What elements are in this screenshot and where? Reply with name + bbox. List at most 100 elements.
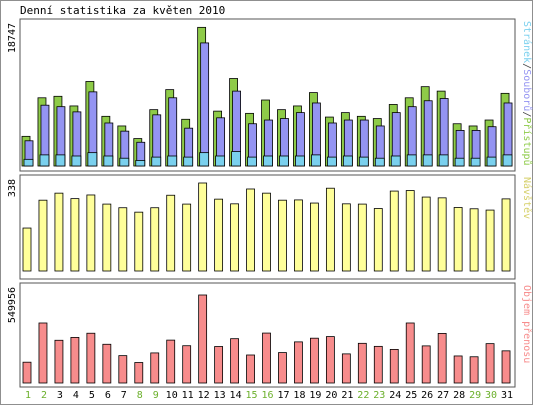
bar-prenos-day-17 [278, 352, 287, 384]
bar-prenos-day-19 [310, 337, 319, 384]
bar-prenos-day-5 [86, 332, 96, 384]
bar-prenos-day-8 [134, 362, 144, 384]
x-tick-day-21: 21 [341, 390, 353, 401]
x-tick-day-1: 1 [25, 390, 31, 401]
bar-stranek-day-10 [167, 155, 178, 167]
x-tick-day-30: 30 [485, 390, 497, 401]
bar-navstev-day-2 [38, 199, 48, 272]
bar-navstev-day-16 [262, 192, 271, 272]
x-tick-day-14: 14 [230, 390, 242, 401]
bar-navstev-day-22 [357, 203, 367, 272]
x-tick-day-12: 12 [198, 390, 210, 401]
panel-3-legend: Objem přenosu [521, 285, 533, 363]
bar-stranek-day-5 [87, 152, 98, 167]
bar-navstev-day-18 [294, 199, 303, 272]
bar-prenos-day-1 [22, 361, 32, 384]
bar-stranek-day-14 [231, 151, 241, 167]
bar-stranek-day-11 [183, 156, 194, 167]
bar-navstev-day-31 [501, 198, 511, 272]
panel-1-legend: Stránek/Souborů/Přístupů [521, 21, 533, 166]
bar-prenos-day-18 [294, 341, 303, 384]
bar-prenos-day-26 [421, 345, 431, 384]
bar-navstev-day-4 [70, 198, 80, 272]
bar-stranek-day-15 [247, 156, 257, 167]
bar-prenos-day-22 [357, 342, 367, 384]
bar-prenos-day-9 [150, 352, 160, 384]
bar-stranek-day-30 [486, 156, 497, 167]
bar-navstev-day-13 [214, 198, 224, 272]
bar-prenos-day-20 [325, 336, 335, 384]
bar-navstev-day-12 [198, 182, 208, 272]
bar-prenos-day-29 [469, 356, 479, 384]
bar-stranek-day-3 [55, 154, 66, 167]
bar-stranek-day-22 [358, 156, 369, 167]
bar-navstev-day-28 [453, 207, 463, 272]
bar-prenos-day-14 [230, 338, 239, 384]
bar-stranek-day-27 [438, 154, 449, 167]
bar-navstev-day-15 [246, 188, 255, 272]
bar-navstev-day-6 [102, 203, 112, 272]
bar-prenos-day-12 [198, 294, 208, 384]
x-tick-day-19: 19 [309, 390, 321, 401]
bar-stranek-day-17 [279, 155, 289, 167]
bar-stranek-day-7 [119, 157, 130, 167]
bar-prenos-day-11 [182, 345, 192, 384]
x-tick-day-23: 23 [373, 390, 385, 401]
bar-navstev-day-21 [341, 203, 351, 272]
bar-stranek-day-19 [311, 154, 321, 167]
bar-prenos-day-13 [214, 346, 224, 384]
bar-stranek-day-26 [422, 154, 433, 167]
bar-navstev-day-20 [325, 187, 335, 272]
x-tick-day-26: 26 [421, 390, 433, 401]
bar-prenos-day-21 [341, 353, 351, 384]
bar-stranek-day-1 [23, 158, 34, 167]
x-tick-day-29: 29 [469, 390, 481, 401]
bar-navstev-day-19 [310, 202, 319, 272]
x-tick-day-24: 24 [389, 390, 401, 401]
bar-stranek-day-6 [103, 155, 114, 167]
bar-prenos-day-23 [373, 345, 383, 384]
panel-2-legend: Návštěv [521, 177, 533, 219]
bar-stranek-day-18 [295, 155, 305, 167]
bar-navstev-day-30 [485, 209, 495, 272]
bar-navstev-day-26 [421, 196, 431, 272]
x-tick-day-5: 5 [89, 390, 95, 401]
x-tick-day-8: 8 [137, 390, 143, 401]
x-tick-day-20: 20 [325, 390, 337, 401]
bar-prenos-day-27 [437, 332, 447, 384]
bar-prenos-day-3 [54, 339, 64, 384]
x-tick-day-25: 25 [405, 390, 417, 401]
bar-navstev-day-3 [54, 192, 64, 272]
x-tick-day-17: 17 [277, 390, 289, 401]
bar-prenos-day-31 [501, 350, 511, 384]
bar-stranek-day-24 [390, 155, 401, 167]
panel-2-ymax-label: 338 [7, 179, 18, 197]
bar-stranek-day-8 [135, 160, 146, 167]
bar-stranek-day-21 [342, 155, 353, 167]
bar-navstev-day-8 [134, 211, 144, 272]
bar-stranek-day-9 [151, 156, 162, 167]
bar-navstev-day-11 [182, 203, 192, 272]
x-tick-day-6: 6 [105, 390, 111, 401]
bar-stranek-day-20 [326, 156, 337, 167]
bar-stranek-day-31 [502, 154, 513, 167]
bar-prenos-day-15 [246, 354, 255, 384]
bar-prenos-day-7 [118, 355, 128, 384]
bar-prenos-day-16 [262, 332, 271, 384]
x-tick-day-10: 10 [166, 390, 178, 401]
bar-prenos-day-25 [405, 322, 415, 384]
bar-stranek-day-25 [406, 154, 417, 167]
x-tick-day-18: 18 [293, 390, 305, 401]
bar-navstev-day-27 [437, 197, 447, 272]
bar-prenos-day-30 [485, 343, 495, 384]
x-tick-day-16: 16 [261, 390, 273, 401]
bar-stranek-day-29 [470, 157, 481, 167]
x-tick-day-9: 9 [153, 390, 159, 401]
bar-stranek-day-2 [39, 154, 50, 167]
bar-prenos-day-4 [70, 336, 80, 384]
bar-navstev-day-14 [230, 203, 239, 272]
bar-prenos-day-6 [102, 343, 112, 384]
x-tick-day-7: 7 [121, 390, 127, 401]
bar-navstev-day-9 [150, 207, 160, 272]
bar-souboru-day-12 [200, 42, 210, 167]
